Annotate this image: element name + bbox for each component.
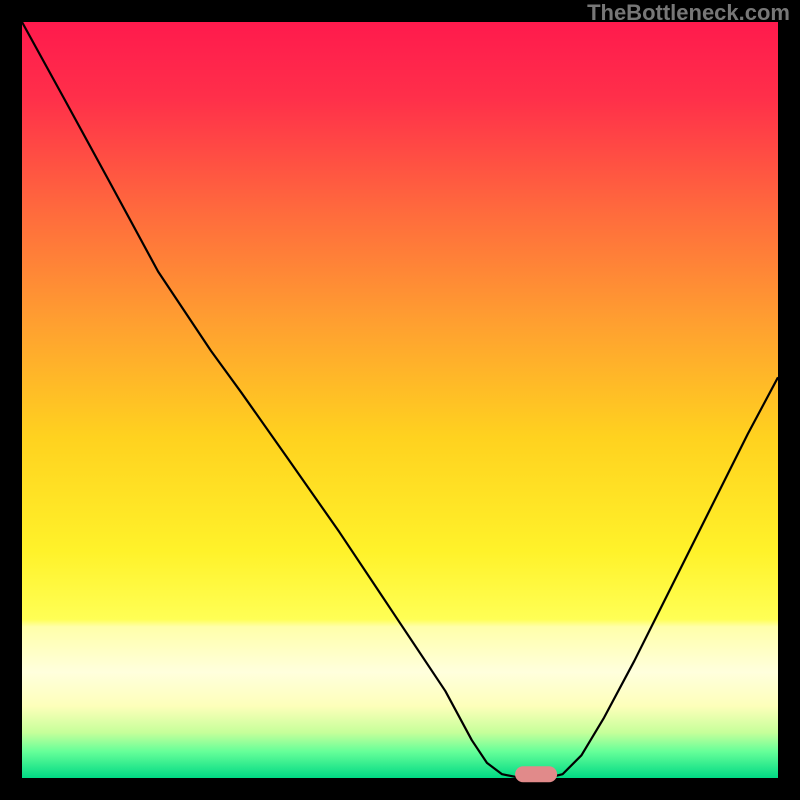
gradient-background bbox=[22, 22, 778, 778]
bottleneck-chart bbox=[0, 0, 800, 800]
watermark-text: TheBottleneck.com bbox=[587, 0, 790, 26]
optimum-marker bbox=[515, 766, 557, 782]
